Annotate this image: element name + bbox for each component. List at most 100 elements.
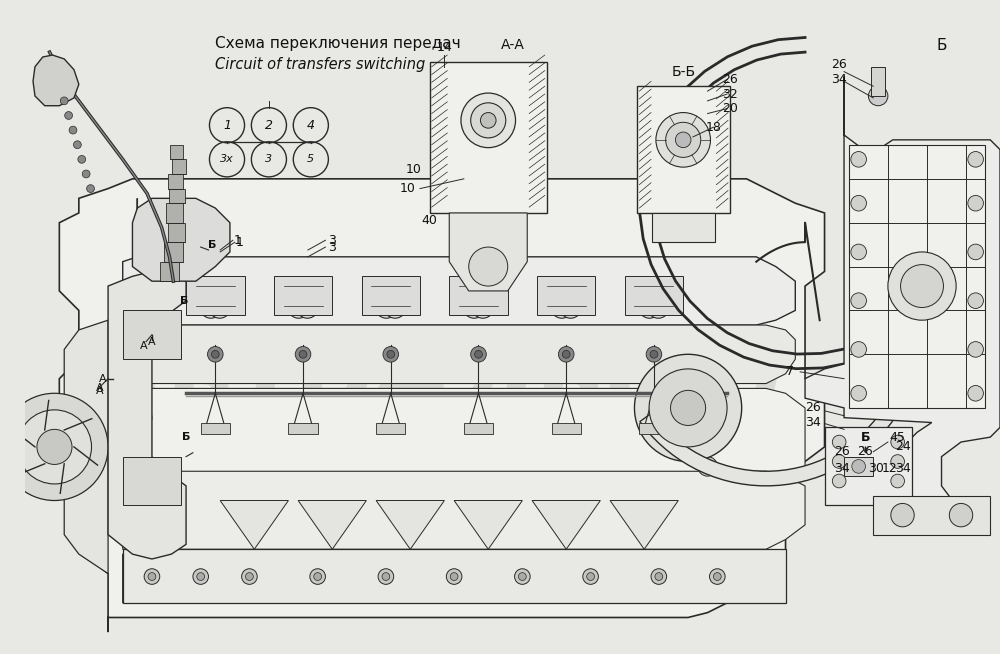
- Ellipse shape: [460, 283, 488, 318]
- Bar: [873, 496, 990, 534]
- Circle shape: [891, 504, 914, 527]
- Polygon shape: [298, 500, 366, 549]
- Circle shape: [968, 152, 983, 167]
- Text: 20: 20: [722, 102, 738, 115]
- Circle shape: [868, 86, 888, 106]
- Circle shape: [634, 354, 742, 462]
- Ellipse shape: [645, 283, 672, 318]
- Polygon shape: [123, 472, 805, 549]
- Circle shape: [518, 573, 526, 581]
- Circle shape: [1, 393, 108, 500]
- Text: 1: 1: [234, 233, 242, 247]
- Text: 45: 45: [890, 430, 906, 443]
- Circle shape: [675, 132, 691, 148]
- Bar: [449, 276, 508, 315]
- Text: 3: 3: [328, 233, 336, 247]
- Circle shape: [383, 347, 399, 362]
- Bar: [430, 62, 547, 213]
- Circle shape: [515, 569, 530, 584]
- Circle shape: [698, 456, 717, 476]
- Polygon shape: [640, 352, 920, 486]
- Circle shape: [562, 351, 570, 358]
- Circle shape: [60, 97, 68, 105]
- Circle shape: [698, 408, 717, 428]
- Bar: [871, 67, 885, 96]
- Circle shape: [851, 152, 866, 167]
- Circle shape: [480, 112, 496, 128]
- Text: А-А: А-А: [501, 39, 525, 52]
- Circle shape: [968, 385, 983, 401]
- Bar: [170, 145, 183, 160]
- Text: 34: 34: [834, 462, 850, 475]
- Circle shape: [851, 293, 866, 309]
- Text: Схема переключения передач: Схема переключения передач: [215, 35, 461, 50]
- Circle shape: [73, 141, 81, 148]
- Text: 10: 10: [399, 182, 415, 195]
- Text: 14: 14: [437, 41, 452, 54]
- Polygon shape: [454, 500, 522, 549]
- Circle shape: [901, 265, 943, 307]
- Circle shape: [148, 573, 156, 581]
- Circle shape: [649, 369, 727, 447]
- Text: Б: Б: [182, 432, 190, 442]
- Text: Б: Б: [936, 38, 947, 53]
- Polygon shape: [805, 77, 1000, 525]
- Circle shape: [851, 385, 866, 401]
- Circle shape: [208, 347, 223, 362]
- Circle shape: [82, 170, 90, 178]
- Text: Б: Б: [861, 430, 870, 443]
- Text: АвтоАльфа: АвтоАльфа: [84, 326, 786, 432]
- Bar: [172, 160, 186, 174]
- Circle shape: [87, 184, 94, 192]
- Text: 4: 4: [307, 119, 315, 131]
- Text: 30: 30: [868, 462, 884, 475]
- Ellipse shape: [285, 283, 312, 318]
- Circle shape: [646, 347, 662, 362]
- Text: Б: Б: [180, 296, 188, 305]
- Text: 34: 34: [831, 73, 847, 86]
- Circle shape: [471, 103, 506, 138]
- Bar: [537, 276, 595, 315]
- Circle shape: [37, 430, 72, 464]
- Text: 26: 26: [858, 445, 873, 458]
- Circle shape: [144, 569, 160, 584]
- Bar: [464, 422, 493, 434]
- Polygon shape: [137, 325, 795, 383]
- Circle shape: [387, 351, 395, 358]
- Polygon shape: [59, 179, 825, 632]
- Bar: [123, 549, 786, 603]
- Bar: [186, 276, 245, 315]
- Bar: [288, 422, 318, 434]
- Bar: [169, 188, 185, 203]
- Bar: [376, 422, 405, 434]
- Circle shape: [968, 341, 983, 357]
- Polygon shape: [652, 213, 715, 242]
- Circle shape: [888, 252, 956, 320]
- Polygon shape: [123, 198, 795, 325]
- Ellipse shape: [469, 283, 497, 318]
- Circle shape: [656, 112, 710, 167]
- Circle shape: [469, 247, 508, 286]
- Polygon shape: [64, 320, 108, 574]
- Text: А: А: [95, 387, 103, 396]
- Circle shape: [310, 569, 325, 584]
- Circle shape: [193, 569, 208, 584]
- Bar: [160, 262, 179, 281]
- Circle shape: [832, 435, 846, 449]
- Circle shape: [851, 341, 866, 357]
- Bar: [625, 276, 683, 315]
- Text: 18: 18: [705, 121, 721, 133]
- Text: Б-Б: Б-Б: [672, 65, 696, 78]
- Polygon shape: [33, 55, 79, 106]
- Ellipse shape: [382, 283, 409, 318]
- Text: А: А: [140, 341, 148, 351]
- Text: А: А: [95, 383, 103, 394]
- Circle shape: [246, 573, 253, 581]
- Text: 12: 12: [882, 462, 898, 475]
- Text: 24: 24: [895, 440, 910, 453]
- Circle shape: [832, 455, 846, 468]
- Bar: [201, 422, 230, 434]
- Polygon shape: [108, 271, 186, 559]
- Circle shape: [671, 390, 706, 426]
- Circle shape: [132, 408, 152, 428]
